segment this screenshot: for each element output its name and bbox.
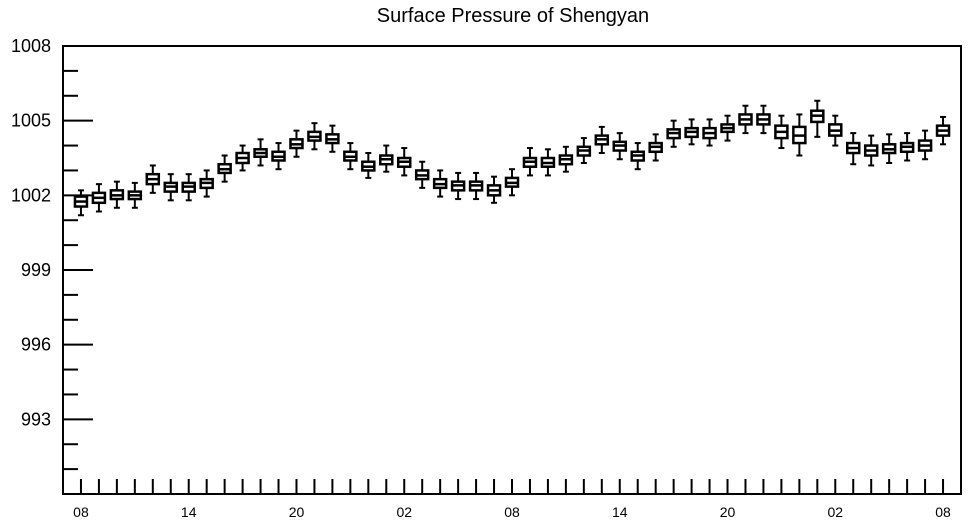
box-37 <box>738 104 753 135</box>
y-tick-label: 999 <box>21 260 51 280</box>
box-41 <box>810 99 825 138</box>
box-25 <box>522 147 538 177</box>
box-31 <box>630 142 645 171</box>
box-4 <box>145 164 161 194</box>
y-axis: 1008 1005 1002 999 996 993 <box>11 36 93 495</box>
x-tick-label: 08 <box>504 504 520 520</box>
y-tick-label: 1008 <box>11 36 51 56</box>
box-44 <box>863 134 879 167</box>
box-21 <box>450 171 466 201</box>
box-16 <box>361 152 376 179</box>
box-45 <box>881 133 897 164</box>
box-32 <box>648 133 663 162</box>
x-tick-label: 02 <box>396 504 412 520</box>
box-17 <box>379 144 394 173</box>
x-tick-label: 14 <box>612 504 628 520</box>
x-tick-label: 20 <box>289 504 305 520</box>
y-tick-label: 993 <box>21 409 51 429</box>
box-19 <box>414 160 430 189</box>
box-7 <box>199 169 214 198</box>
box-22 <box>468 171 484 201</box>
box-48 <box>935 115 951 146</box>
box-40 <box>792 113 807 157</box>
box-5 <box>163 173 179 202</box>
x-tick-label: 08 <box>73 504 89 520</box>
box-2 <box>109 180 125 209</box>
box-30 <box>612 132 628 161</box>
box-34 <box>684 118 699 146</box>
box-0 <box>73 189 89 217</box>
box-27 <box>558 145 574 173</box>
chart-title: Surface Pressure of Shengyan <box>377 5 649 27</box>
y-tick-label: 996 <box>21 335 51 355</box>
box-43 <box>845 132 861 166</box>
box-46 <box>899 132 915 162</box>
box-42 <box>828 114 843 147</box>
box-8 <box>217 154 232 183</box>
x-tick-label: 14 <box>181 504 197 520</box>
box-9 <box>235 144 250 172</box>
box-14 <box>325 124 340 153</box>
box-10 <box>253 138 268 167</box>
box-24 <box>504 168 520 197</box>
x-tick-label: 08 <box>935 504 951 520</box>
box-6 <box>181 173 196 202</box>
box-26 <box>540 148 556 177</box>
x-tick-label: 20 <box>720 504 736 520</box>
y-tick-label: 1005 <box>11 111 51 131</box>
box-36 <box>720 114 735 142</box>
box-1 <box>91 183 107 213</box>
x-axis: 08 14 20 02 08 14 20 02 08 <box>73 479 951 520</box>
box-3 <box>127 181 143 209</box>
box-47 <box>917 129 933 161</box>
box-39 <box>774 114 789 150</box>
y-tick-label: 1002 <box>11 185 51 205</box>
x-tick-label: 02 <box>827 504 843 520</box>
box-35 <box>702 118 717 147</box>
box-38 <box>756 104 771 135</box>
box-23 <box>486 175 502 204</box>
box-33 <box>666 119 681 148</box>
box-13 <box>307 122 322 151</box>
box-series <box>73 99 951 217</box>
box-12 <box>289 129 304 158</box>
box-15 <box>343 142 358 171</box>
plot-frame <box>62 45 962 495</box>
box-20 <box>432 169 448 198</box>
box-29 <box>594 125 610 155</box>
box-11 <box>271 142 286 171</box>
box-28 <box>576 137 592 164</box>
box-18 <box>396 147 412 177</box>
